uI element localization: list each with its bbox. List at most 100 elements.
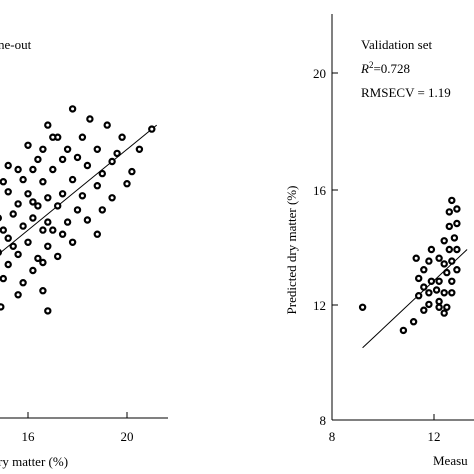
left-point-65 xyxy=(24,238,32,246)
right-y-tick-label-20: 20 xyxy=(313,66,326,81)
left-point-28 xyxy=(68,175,77,184)
left-point-36 xyxy=(58,190,67,198)
left-point-34 xyxy=(24,190,32,198)
right-point-7 xyxy=(427,277,436,285)
right-y-tick-label-8: 8 xyxy=(320,413,327,428)
left-annotation: ne-out xyxy=(0,37,32,52)
left-point-66 xyxy=(44,242,52,250)
right-x-tick-label-12: 12 xyxy=(428,429,441,444)
left-point-15 xyxy=(73,153,82,162)
left-point-12 xyxy=(135,145,144,153)
left-point-49 xyxy=(9,210,17,218)
right-point-2 xyxy=(409,318,418,326)
left-point-78 xyxy=(29,266,37,275)
right-y-axis-label: Predicted dry matter (%) xyxy=(284,186,299,315)
right-point-31 xyxy=(445,208,453,216)
right-point-17 xyxy=(448,289,456,297)
left-point-72 xyxy=(34,254,42,263)
left-point-35 xyxy=(44,194,52,202)
left-point-56 xyxy=(0,226,7,234)
left-point-64 xyxy=(4,234,12,242)
left-point-38 xyxy=(108,194,116,202)
right-point-13 xyxy=(440,309,448,317)
left-point-101 xyxy=(39,258,47,267)
left-point-20 xyxy=(49,165,57,174)
left-points-group xyxy=(0,105,156,315)
right-point-26 xyxy=(453,245,461,254)
right-point-0 xyxy=(358,303,367,311)
left-point-2 xyxy=(86,115,94,123)
right-point-10 xyxy=(412,254,420,262)
left-point-70 xyxy=(0,249,2,256)
left-point-17 xyxy=(4,161,12,170)
left-point-11 xyxy=(93,145,102,153)
right-point-19 xyxy=(448,277,456,285)
right-point-16 xyxy=(440,289,448,297)
right-point-36 xyxy=(432,286,441,294)
left-point-53 xyxy=(83,216,92,224)
left-point-29 xyxy=(93,181,102,190)
left-point-48 xyxy=(0,214,2,222)
right-point-8 xyxy=(420,266,428,274)
right-x-tick-label-8: 8 xyxy=(329,429,336,444)
left-point-52 xyxy=(63,218,72,226)
left-point-21 xyxy=(83,161,92,170)
left-point-26 xyxy=(19,175,27,184)
left-point-42 xyxy=(34,202,42,210)
right-point-30 xyxy=(453,219,461,228)
right-point-14 xyxy=(443,303,451,311)
left-point-58 xyxy=(39,226,47,234)
left-x-tick-label-20: 20 xyxy=(121,429,134,444)
left-point-87 xyxy=(39,287,47,295)
left-point-43 xyxy=(54,202,62,210)
left-point-59 xyxy=(58,230,67,238)
left-point-51 xyxy=(44,218,52,226)
left-point-3 xyxy=(103,121,111,129)
left-point-96 xyxy=(0,178,7,186)
right-annotation-rmsecv: RMSECV = 1.19 xyxy=(361,85,451,100)
left-point-14 xyxy=(58,155,67,164)
right-point-4 xyxy=(415,292,423,300)
right-point-15 xyxy=(435,297,443,306)
right-point-32 xyxy=(453,205,461,213)
right-point-12 xyxy=(420,283,428,291)
left-point-18 xyxy=(14,165,22,174)
r2-symbol: R xyxy=(360,61,369,76)
right-point-21 xyxy=(453,266,461,274)
left-point-44 xyxy=(73,206,82,214)
left-point-19 xyxy=(29,165,37,174)
left-point-8 xyxy=(24,141,32,149)
left-point-4 xyxy=(148,125,156,133)
left-point-94 xyxy=(49,133,57,141)
left-point-60 xyxy=(93,230,102,238)
right-point-3 xyxy=(420,306,428,314)
left-point-27 xyxy=(39,177,47,186)
right-point-18 xyxy=(435,277,443,285)
left-point-22 xyxy=(98,169,107,178)
right-point-25 xyxy=(445,245,453,254)
left-point-67 xyxy=(68,238,77,246)
right-points-group xyxy=(358,196,461,335)
right-y-tick-label-12: 12 xyxy=(313,298,326,313)
right-point-9 xyxy=(425,257,433,265)
left-point-91 xyxy=(44,307,52,315)
left-point-10 xyxy=(63,145,72,153)
right-point-34 xyxy=(435,303,443,311)
left-point-57 xyxy=(19,222,27,230)
left-point-0 xyxy=(68,105,77,113)
left-point-9 xyxy=(39,145,47,153)
left-x-tick-label-16: 16 xyxy=(22,429,36,444)
r2-superscript: 2 xyxy=(369,60,374,70)
left-point-30 xyxy=(123,179,131,188)
right-point-1 xyxy=(399,326,408,335)
left-point-1 xyxy=(44,121,52,129)
right-annotation-r2: R2=0.728 xyxy=(360,60,410,76)
right-point-22 xyxy=(440,260,448,268)
left-point-77 xyxy=(4,260,12,269)
left-point-100 xyxy=(9,242,17,250)
left-point-45 xyxy=(98,206,107,214)
right-point-24 xyxy=(435,254,443,262)
left-point-99 xyxy=(49,226,57,234)
left-point-95 xyxy=(113,149,121,158)
right-x-axis-label: Measu xyxy=(433,453,468,468)
